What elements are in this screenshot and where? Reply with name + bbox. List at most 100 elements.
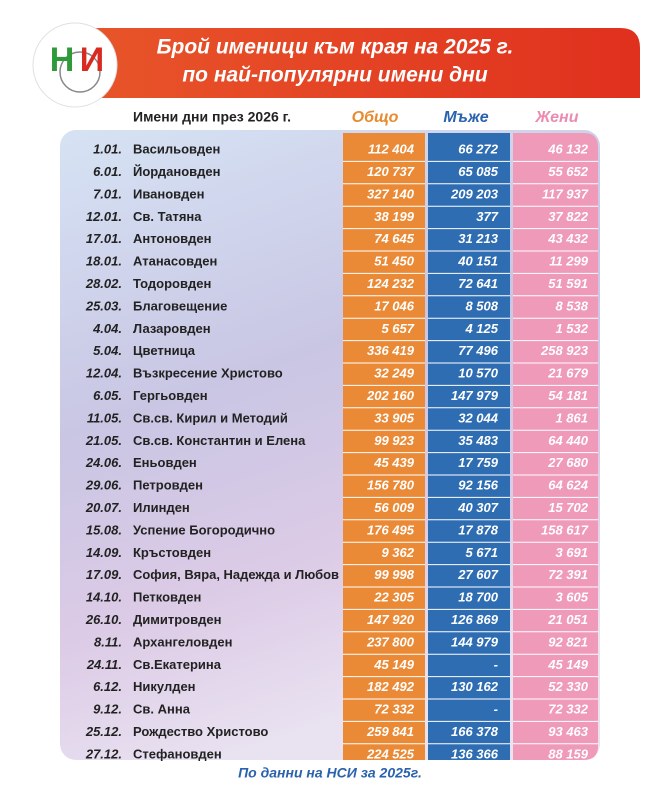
title-line: по най-популярни имени дни [182, 64, 487, 87]
date: 17.01. [86, 231, 122, 246]
day-name: Св.св. Константин и Елена [133, 433, 306, 448]
date: 7.01. [93, 186, 122, 201]
day-name: Св.Екатерина [133, 657, 222, 672]
date: 6.12. [93, 679, 122, 694]
cell-value: - [494, 657, 498, 672]
cell-value: 5 657 [381, 321, 414, 336]
cell-value: 40 151 [457, 254, 498, 269]
cell-value: 40 307 [457, 500, 499, 515]
cell-value: 92 821 [548, 634, 588, 649]
day-name: Св. Анна [133, 702, 191, 717]
day-name: Еньовден [133, 455, 197, 470]
date: 27.12. [85, 746, 122, 761]
cell-value: 120 737 [367, 164, 415, 179]
cell-value: 32 249 [374, 366, 415, 381]
date: 1.01. [93, 142, 122, 157]
cell-value: 136 366 [451, 746, 499, 761]
cell-value: 112 404 [368, 142, 415, 157]
cell-value: 45 149 [373, 657, 415, 672]
logo-letter: Н [50, 41, 75, 79]
cell-value: 72 332 [374, 702, 415, 717]
date: 17.09. [86, 567, 122, 582]
cell-value: 259 841 [366, 724, 414, 739]
cell-value: 65 085 [458, 164, 499, 179]
date: 24.06. [85, 455, 122, 470]
cell-value: 31 213 [458, 231, 499, 246]
date: 6.01. [93, 164, 122, 179]
cell-value: 4 125 [464, 321, 498, 336]
day-name: Стефановден [133, 746, 222, 761]
day-name: Св. Татяна [133, 209, 202, 224]
cell-value: 11 299 [549, 254, 589, 269]
day-name: Успение Богородично [133, 522, 275, 537]
date: 6.05. [93, 388, 122, 403]
cell-value: 38 199 [374, 209, 415, 224]
cell-value: 64 440 [548, 433, 589, 448]
cell-value: 32 044 [458, 410, 499, 425]
day-name: Тодоровден [133, 276, 211, 291]
title-line: Брой именици към края на 2025 г. [157, 36, 514, 59]
cell-value: - [494, 702, 498, 717]
cell-value: 18 700 [458, 590, 499, 605]
cell-value: 45 439 [373, 455, 415, 470]
cell-value: 72 391 [548, 567, 588, 582]
date: 21.05. [85, 433, 122, 448]
date: 12.04. [86, 366, 122, 381]
cell-value: 52 330 [548, 679, 589, 694]
logo-ring [59, 51, 101, 93]
cell-value: 51 591 [548, 276, 588, 291]
day-name: Йордановден [133, 164, 221, 179]
cell-value: 126 869 [451, 612, 499, 627]
column-header: Мъже [443, 109, 488, 126]
day-name: Атанасовден [133, 254, 217, 269]
day-name: Цветница [133, 343, 196, 358]
cell-value: 88 159 [548, 746, 589, 761]
cell-value: 9 362 [381, 545, 414, 560]
day-name: Ивановден [133, 186, 205, 201]
date: 25.03. [85, 298, 122, 313]
day-name: Кръстовден [133, 545, 211, 560]
cell-value: 72 332 [548, 702, 589, 717]
cell-value: 27 607 [457, 567, 499, 582]
column-header: Жени [535, 109, 579, 126]
date: 18.01. [86, 254, 122, 269]
cell-value: 45 149 [547, 657, 589, 672]
date: 12.01. [86, 209, 122, 224]
cell-value: 17 759 [458, 455, 499, 470]
day-name: Възкресение Христово [133, 366, 283, 381]
cell-value: 77 496 [458, 343, 499, 358]
cell-value: 64 624 [548, 478, 589, 493]
cell-value: 117 937 [542, 186, 589, 201]
column-men [428, 133, 510, 760]
day-name: Рождество Христово [133, 724, 268, 739]
cell-value: 37 822 [548, 209, 589, 224]
cell-value: 54 181 [548, 388, 588, 403]
cell-value: 182 492 [367, 679, 415, 694]
header-band [75, 28, 640, 98]
date: 4.04. [92, 321, 122, 336]
cell-value: 99 998 [374, 567, 415, 582]
cell-value: 156 780 [367, 478, 415, 493]
column-header: Общо [352, 109, 399, 126]
cell-value: 158 617 [541, 522, 589, 537]
cell-value: 147 979 [451, 388, 499, 403]
cell-value: 51 450 [374, 254, 415, 269]
cell-value: 66 272 [458, 142, 499, 157]
cell-value: 5 671 [465, 545, 498, 560]
day-name: Лазаровден [133, 321, 211, 336]
cell-value: 93 463 [548, 724, 589, 739]
day-name: Васильовден [133, 142, 220, 157]
date: 5.04. [93, 343, 122, 358]
day-name: Гергьовден [133, 388, 208, 403]
cell-value: 92 156 [458, 478, 499, 493]
cell-value: 144 979 [451, 634, 499, 649]
cell-value: 147 920 [367, 612, 415, 627]
cell-value: 43 432 [547, 231, 589, 246]
date: 25.12. [85, 724, 122, 739]
cell-value: 17 046 [374, 298, 415, 313]
cell-value: 209 203 [450, 186, 499, 201]
day-name: Петковден [133, 590, 201, 605]
cell-value: 46 132 [547, 142, 589, 157]
cell-value: 22 305 [373, 590, 415, 605]
cell-value: 8 508 [465, 298, 498, 313]
